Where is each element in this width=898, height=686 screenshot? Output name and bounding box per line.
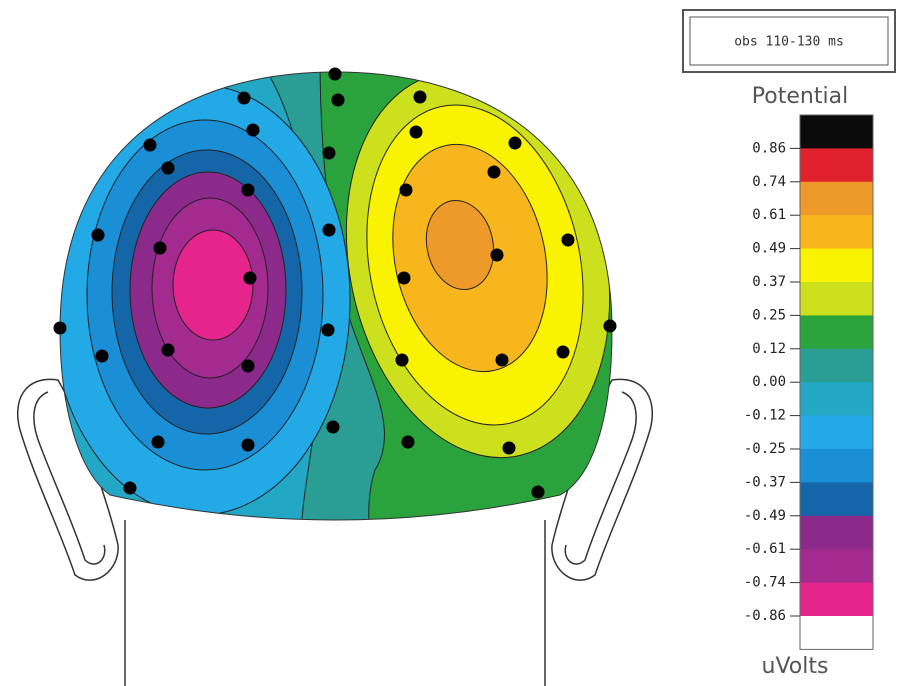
- color-band: [800, 148, 873, 183]
- dome-outline: [59, 71, 613, 521]
- color-band: [800, 181, 873, 216]
- color-band: [800, 582, 873, 617]
- electrode: [241, 438, 255, 452]
- electrode: [328, 67, 342, 81]
- electrode: [487, 165, 501, 179]
- color-band: [800, 315, 873, 350]
- electrode: [241, 359, 255, 373]
- color-band: [800, 616, 873, 650]
- color-band: [800, 549, 873, 584]
- electrode: [397, 271, 411, 285]
- colorbar-tick-label: -0.61: [744, 541, 786, 557]
- colorbar-tick-label: 0.61: [752, 207, 786, 223]
- color-band: [800, 215, 873, 250]
- electrode: [161, 343, 175, 357]
- electrode: [531, 485, 545, 499]
- electrode: [331, 93, 345, 107]
- electrode: [322, 223, 336, 237]
- electrode: [561, 233, 575, 247]
- electrode: [413, 90, 427, 104]
- color-band: [800, 348, 873, 383]
- electrode: [495, 353, 509, 367]
- electrode: [243, 271, 257, 285]
- electrode: [53, 321, 67, 335]
- colorbar-unit: uVolts: [762, 654, 829, 679]
- header-box-inner: [689, 16, 889, 66]
- color-band: [800, 449, 873, 483]
- color-band: [800, 515, 873, 550]
- color-band: [800, 248, 873, 283]
- electrode: [556, 345, 570, 359]
- electrode: [409, 125, 423, 139]
- electrode: [153, 241, 167, 255]
- electrode: [603, 319, 617, 333]
- color-band: [800, 282, 873, 316]
- color-band: [800, 415, 873, 450]
- electrode: [91, 228, 105, 242]
- electrode: [143, 138, 157, 152]
- electrode: [401, 435, 415, 449]
- electrode: [502, 441, 516, 455]
- colorbar-tick-label: 0.49: [752, 241, 786, 257]
- colorbar-title: Potential: [752, 84, 848, 109]
- electrode: [151, 435, 165, 449]
- colorbar-tick-label: -0.37: [744, 474, 786, 490]
- electrode: [161, 161, 175, 175]
- electrode: [321, 323, 335, 337]
- colorbar-tick-label: 0.12: [752, 341, 786, 357]
- electrode: [123, 481, 137, 495]
- colorbar-tick-label: 0.37: [752, 274, 786, 290]
- colorbar-tick-label: 0.00: [752, 374, 786, 390]
- electrode: [237, 91, 251, 105]
- colorbar-tick-label: 0.86: [752, 140, 786, 156]
- colorbar-tick-label: -0.86: [744, 608, 786, 624]
- colorbar-tick-label: 0.25: [752, 307, 786, 323]
- electrode: [395, 353, 409, 367]
- electrode: [399, 183, 413, 197]
- electrode: [246, 123, 260, 137]
- colorbar-tick-label: -0.12: [744, 408, 786, 424]
- colorbar-tick-label: -0.74: [744, 575, 786, 591]
- electrode: [322, 146, 336, 160]
- colorbar-tick-label: -0.49: [744, 508, 786, 524]
- electrode: [490, 248, 504, 262]
- header: obs 110-130 ms: [734, 35, 844, 50]
- electrodes: [53, 67, 617, 499]
- color-band: [800, 482, 873, 517]
- electrode: [241, 183, 255, 197]
- color-band: [800, 382, 873, 417]
- electrode: [326, 420, 340, 434]
- color-band: [800, 115, 873, 149]
- head-outline: [16, 378, 654, 686]
- colorbar-tick-label: 0.74: [752, 174, 786, 190]
- colorbar-tick-label: -0.25: [744, 441, 786, 457]
- electrode: [95, 349, 109, 363]
- electrode: [508, 136, 522, 150]
